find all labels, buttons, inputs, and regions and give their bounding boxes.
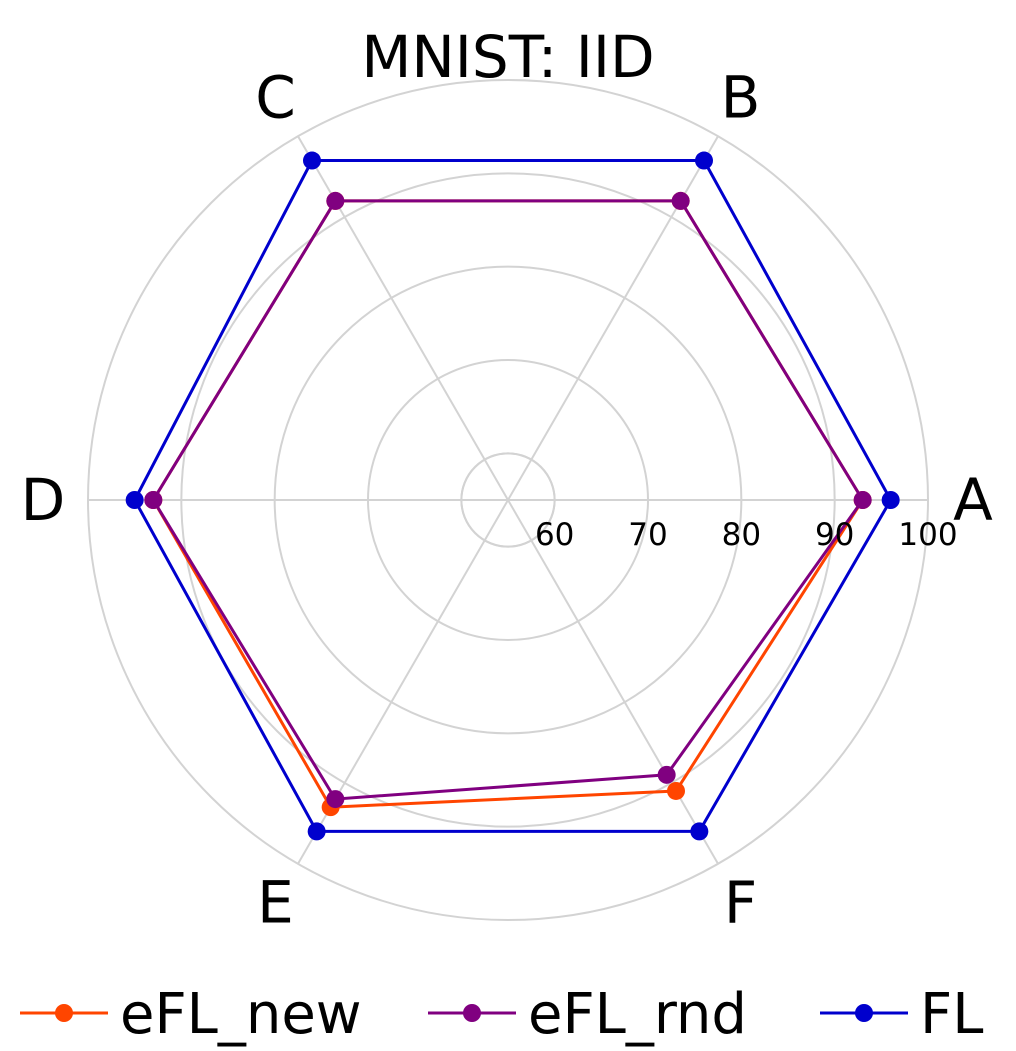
series-line-FL bbox=[132, 159, 893, 833]
legend-swatch-marker bbox=[55, 1004, 73, 1022]
category-label-D: D bbox=[21, 466, 66, 534]
radial-tick-label: 90 bbox=[815, 517, 854, 553]
data-point-FL-B bbox=[695, 151, 713, 170]
data-point-eFL_rnd-F bbox=[657, 765, 676, 784]
legend-item-eFL_rnd: eFL_rnd bbox=[428, 982, 747, 1047]
legend-swatch-marker bbox=[463, 1004, 481, 1022]
data-point-FL-E bbox=[307, 822, 326, 841]
data-point-FL-D bbox=[125, 491, 144, 509]
data-point-eFL_rnd-B bbox=[671, 191, 690, 210]
legend-item-FL: FL bbox=[820, 982, 983, 1047]
data-point-eFL_rnd-D bbox=[144, 491, 163, 509]
data-point-eFL_rnd-A bbox=[853, 491, 872, 509]
category-label-A: A bbox=[953, 466, 993, 534]
radial-tick-labels: 60 70 80 90 100 bbox=[535, 517, 958, 553]
series-layer bbox=[125, 151, 900, 841]
legend-item-eFL_new: eFL_new bbox=[20, 982, 362, 1047]
chart-title: MNIST: IID bbox=[361, 23, 654, 91]
data-point-FL-A bbox=[881, 491, 900, 509]
grid-spoke bbox=[507, 499, 719, 865]
series-line-eFL_new bbox=[151, 199, 864, 809]
data-point-eFL_new-F bbox=[667, 781, 685, 800]
radial-tick-label: 80 bbox=[722, 517, 761, 553]
legend-swatch-marker bbox=[855, 1004, 873, 1022]
category-label-B: B bbox=[721, 63, 761, 131]
radial-tick-label: 70 bbox=[628, 517, 667, 553]
category-label-E: E bbox=[257, 869, 294, 937]
data-point-FL-C bbox=[303, 151, 321, 170]
category-label-F: F bbox=[724, 869, 757, 937]
radial-grid bbox=[87, 79, 929, 921]
legend-label: eFL_new bbox=[120, 982, 362, 1047]
data-point-FL-F bbox=[690, 822, 709, 841]
data-point-eFL_rnd-C bbox=[326, 191, 345, 210]
radial-tick-label: 60 bbox=[535, 517, 574, 553]
category-label-C: C bbox=[255, 63, 296, 131]
category-labels: A B C D E F bbox=[21, 63, 993, 936]
legend-label: eFL_rnd bbox=[528, 982, 747, 1047]
legend-label: FL bbox=[920, 982, 983, 1047]
data-point-eFL_rnd-E bbox=[326, 790, 345, 809]
legend: eFL_new eFL_rnd FL bbox=[20, 982, 983, 1047]
radial-tick-label: 100 bbox=[898, 517, 957, 553]
